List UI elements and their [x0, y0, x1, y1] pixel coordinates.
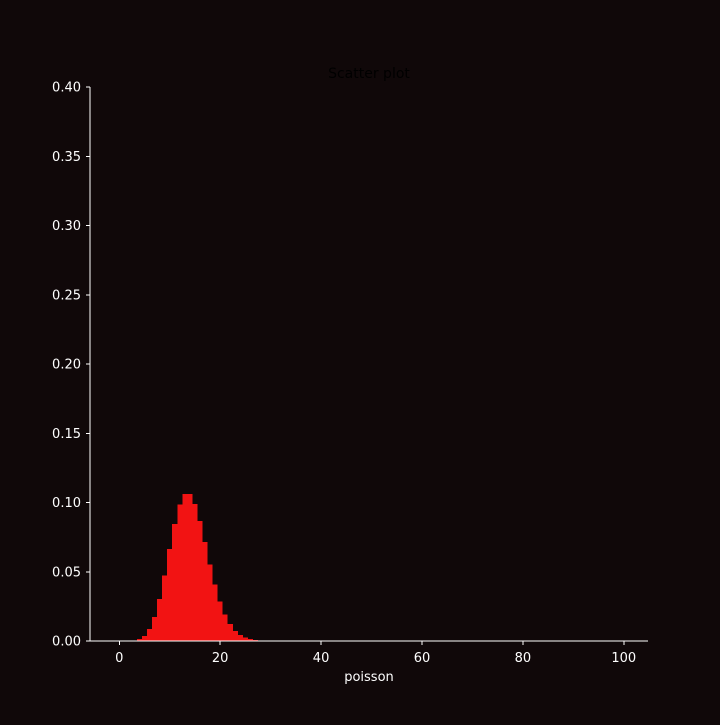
histogram-bar: [182, 494, 187, 641]
histogram-bar: [172, 524, 177, 641]
histogram-bar: [192, 504, 197, 641]
x-tick-label: 100: [611, 651, 636, 666]
histogram-bar: [187, 494, 192, 641]
histogram-bar: [218, 601, 223, 641]
histogram-bar: [223, 615, 228, 641]
y-tick-label: 0.25: [52, 288, 81, 303]
x-tick-label: 20: [212, 651, 229, 666]
chart-title: Scatter plot: [328, 66, 410, 82]
y-tick-label: 0.00: [52, 635, 81, 650]
y-tick-label: 0.30: [52, 219, 81, 234]
x-tick-label: 60: [414, 651, 431, 666]
y-tick-label: 0.10: [52, 496, 81, 511]
histogram-bar: [162, 575, 167, 641]
histogram-bar: [177, 505, 182, 641]
y-tick-label: 0.35: [52, 150, 81, 165]
x-tick-label: 40: [313, 651, 330, 666]
y-tick-label: 0.05: [52, 565, 81, 580]
histogram-bar: [197, 521, 202, 641]
x-axis-label: poisson: [344, 670, 394, 685]
histogram-bar: [228, 624, 233, 641]
histogram-bar: [147, 629, 152, 641]
y-tick-label: 0.20: [52, 358, 81, 373]
histogram-bar: [167, 549, 172, 641]
histogram-bar: [238, 635, 243, 641]
histogram-bar: [157, 599, 162, 641]
histogram-bar: [233, 631, 238, 641]
histogram-bar: [203, 542, 208, 641]
y-tick-label: 0.40: [52, 81, 81, 96]
histogram-bar: [213, 584, 218, 641]
x-tick-label: 0: [115, 651, 123, 666]
histogram-bar: [152, 617, 157, 641]
y-tick-label: 0.15: [52, 427, 81, 442]
x-tick-label: 80: [515, 651, 532, 666]
histogram-bar: [208, 564, 213, 641]
histogram-bar: [142, 636, 147, 641]
